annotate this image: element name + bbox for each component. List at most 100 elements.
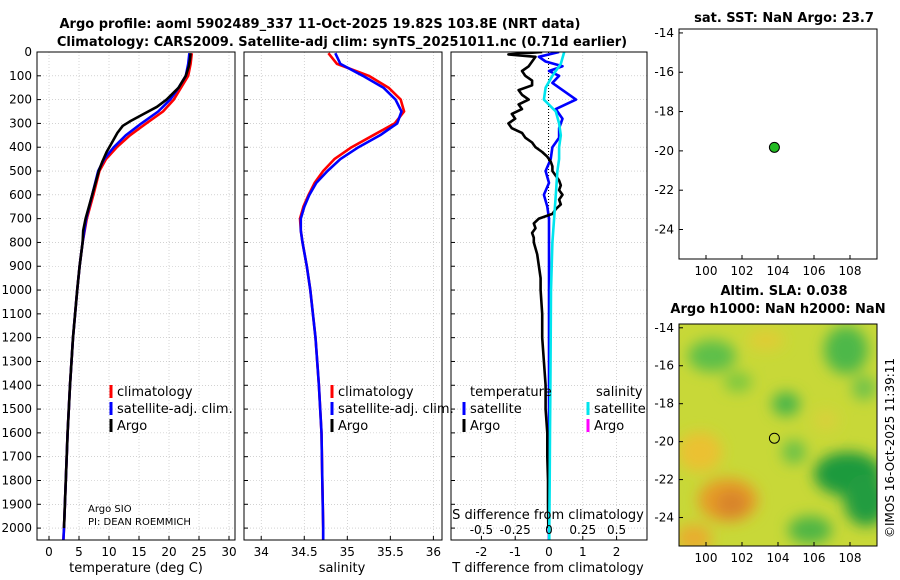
depth-tick-label: 1600 [1,426,32,440]
figure-title-line1: Argo profile: aoml 5902489_337 11-Oct-20… [60,17,581,32]
x-tick-label: -2 [475,545,487,559]
salinity-tick-labels: 34 34.5 35 35.5 36 [254,545,441,559]
salinity-panel: 34 34.5 35 35.5 36 salinity climatology sate… [243,51,454,576]
lon-tick-label: 104 [767,551,790,565]
lon-tick-label: 108 [839,264,862,278]
salinity-difference-tick-labels: -0.5 -0.25 0 0.25 0.5 [470,523,626,537]
x-tick-label: 35 [340,545,355,559]
series-salinity-satellite [542,52,566,540]
sla-map-title: Altim. SLA: 0.038 [721,284,848,299]
series-climatology [62,53,194,540]
x-tick-label: 0 [545,545,553,559]
legend-label-sal-satellite: satellite [594,402,646,417]
lat-tick-label: -22 [654,183,674,197]
x-tick-label: 10 [101,545,116,559]
float-position-marker [768,141,780,153]
legend-label-satellite: satellite-adj. clim. [338,402,454,417]
legend-label-temp-argo: Argo [470,419,500,434]
lat-tick-label: -16 [654,359,674,373]
lat-tick-label: -20 [654,144,674,158]
depth-tick-label: 300 [9,116,32,130]
depth-tick-label: 1900 [1,497,32,511]
depth-tick-label: 600 [9,188,32,202]
lat-tick-label: -22 [654,473,674,487]
depth-tick-label: 1500 [1,402,32,416]
salinity-axes-box [243,51,443,541]
salinity-difference-tick-label: -0.5 [470,523,493,537]
x-tick-label: 34.5 [291,545,318,559]
legend-label-temp-satellite: satellite [470,402,522,417]
lat-tick-label: -24 [654,223,674,237]
imos-timestamp: ©IMOS 16-Oct-2025 11:39:11 [883,358,897,538]
x-tick-label: 35.5 [377,545,404,559]
salinity-legend: climatology satellite-adj. clim. Argo [330,385,454,434]
depth-tick-label: 400 [9,140,32,154]
depth-tick-label: 700 [9,212,32,226]
x-tick-label: 36 [426,545,441,559]
argo-source-label: Argo SIO [88,504,132,515]
depth-tick-label: 500 [9,164,32,178]
sla-map-subtitle: Argo h1000: NaN h2000: NaN [670,302,885,317]
temperature-tick-labels: 0 5 10 15 20 25 30 [45,545,236,559]
sla-map-tick-labels: 100 102 104 106 108 -14 -16 -18 -20 -22 -24 [654,321,861,565]
legend-label-argo: Argo [117,419,147,434]
lat-tick-label: -14 [654,321,674,335]
depth-tick-label: 1000 [1,283,32,297]
depth-tick-label: 1300 [1,354,32,368]
x-tick-label: 30 [221,545,236,559]
legend-label-climatology: climatology [338,385,414,400]
lat-tick-label: -18 [654,397,674,411]
temperature-legend: climatology satellite-adj. clim. Argo [109,385,233,434]
x-tick-label: 34 [254,545,269,559]
difference-axes-box [450,51,648,541]
sst-map-tick-labels: 100 102 104 106 108 -14 -16 -18 -20 -22 -24 [654,26,861,278]
depth-tick-label: 2000 [1,521,32,535]
x-tick-label: 2 [613,545,621,559]
lon-tick-label: 100 [695,551,718,565]
x-tick-label: -1 [509,545,521,559]
depth-tick-label: 1800 [1,473,32,487]
series-climatology [298,52,406,540]
x-tick-label: 0 [45,545,53,559]
difference-legend: temperature salinity satellite Argo sate… [462,385,646,434]
principal-investigator-label: PI: DEAN ROEMMICH [88,517,191,528]
sst-map-title: sat. SST: NaN Argo: 23.7 [694,11,874,26]
lat-tick-label: -18 [654,105,674,119]
series-satellite-adj-clim [299,52,403,540]
x-tick-label: 25 [191,545,206,559]
series-satellite-adj-clim [62,53,191,540]
sst-map-panel: sat. SST: NaN Argo: 23.7 100 102 104 106 108… [654,11,878,278]
temperature-x-axis-label: temperature (deg C) [69,561,203,576]
depth-tick-label: 900 [9,259,32,273]
legend-label-argo: Argo [338,419,368,434]
figure-title-line2: Climatology: CARS2009. Satellite-adj cli… [57,35,627,50]
lat-tick-label: -24 [654,511,674,525]
salinity-difference-tick-label: 0.5 [607,523,626,537]
sla-map-panel: Altim. SLA: 0.038 Argo h1000: NaN h2000:… [654,284,885,565]
series-temperature-satellite [537,52,578,540]
legend-label-satellite: satellite-adj. clim. [117,402,233,417]
sla-map-float-position [768,432,780,444]
x-tick-label: 5 [75,545,83,559]
float-position-marker [768,432,780,444]
series-argo [62,53,192,529]
legend-label-climatology: climatology [117,385,193,400]
lon-tick-label: 102 [731,264,754,278]
legend-header-temperature: temperature [470,385,552,400]
depth-tick-label: 1100 [1,307,32,321]
depth-tick-label: 800 [9,235,32,249]
depth-tick-labels: 0 100 200 300 400 500 600 700 800 900 1000 1100 1200… [1,45,32,535]
x-tick-label: 1 [579,545,587,559]
depth-tick-label: 0 [24,45,32,59]
lat-tick-label: -20 [654,435,674,449]
temperature-panel: 0100200300400500600700800900100011001200… [1,45,236,576]
salinity-difference-tick-label: -0.25 [500,523,531,537]
temperature-grid [37,51,235,540]
lon-tick-label: 104 [767,264,790,278]
lat-tick-label: -14 [654,26,674,40]
lon-tick-label: 100 [695,264,718,278]
temperature-axes-box [36,51,236,541]
temperature-difference-tick-labels: -2 -1 0 1 2 [475,545,620,559]
x-tick-label: 15 [131,545,146,559]
